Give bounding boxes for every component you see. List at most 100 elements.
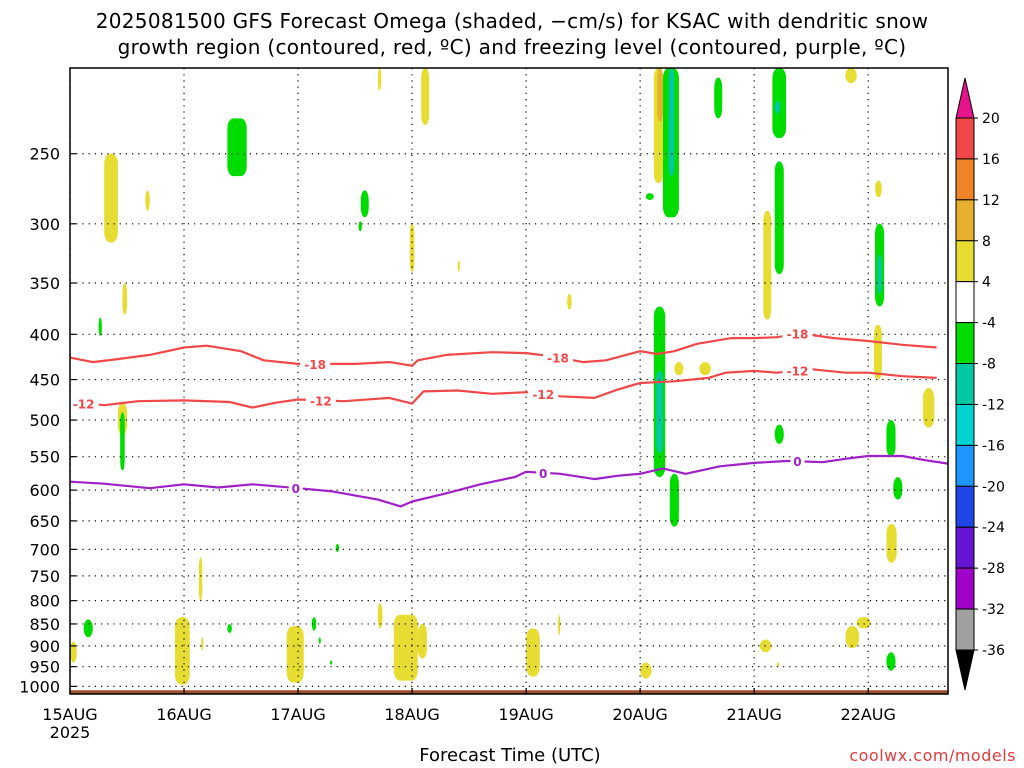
y-tick-label: 500 — [29, 411, 60, 430]
colorbar-band-7 — [955, 403, 975, 446]
colorbar: 20 16 12 8 4 -4 -8 -12 -16 -20 -24 -28 -32 -36 — [955, 77, 1005, 691]
contour-line-0 — [69, 332, 937, 367]
contour-label: -12 — [532, 388, 554, 402]
omega-shade-51 — [393, 614, 418, 681]
omega-shade-27 — [774, 161, 784, 275]
omega-shade-49 — [329, 660, 333, 665]
contour-label-bg — [782, 363, 813, 378]
y-tick-label: 950 — [29, 658, 60, 677]
y-tick-label: 850 — [29, 615, 60, 634]
omega-shade-53 — [526, 628, 540, 677]
colorbar-tick-label: 16 — [982, 152, 1000, 168]
title-line-2: growth region (contoured, red, ºC) and f… — [117, 35, 907, 59]
x-tick-label: 16AUG — [156, 705, 211, 724]
omega-shade-25 — [763, 210, 772, 320]
omega-shade-59 — [856, 617, 871, 629]
colorbar-band-2 — [955, 199, 975, 242]
colorbar-tick-label: -8 — [982, 357, 996, 373]
colorbar-band-8 — [955, 444, 975, 487]
omega-shade-29 — [774, 424, 784, 444]
y-tick-label: 400 — [29, 325, 60, 344]
omega-shade-9 — [377, 68, 382, 91]
omega-shade-34 — [886, 420, 896, 457]
y-axis: 250 300 350 400 450 500 550 600 650 700 750 800 850 9… — [19, 145, 76, 696]
omega-shade-33 — [873, 324, 882, 380]
omega-shade-18 — [668, 68, 675, 177]
omega-shade-28 — [774, 101, 781, 114]
omega-shade-42 — [70, 641, 77, 663]
colorbar-band-4 — [955, 281, 975, 324]
contour-label: -18 — [304, 358, 326, 372]
colorbar-band-3 — [955, 240, 975, 283]
omega-shade-52 — [417, 623, 427, 659]
colorbar-band-10 — [955, 526, 975, 569]
contour-label: -18 — [547, 351, 569, 365]
colorbar-tick-label: -20 — [982, 479, 1005, 495]
colorbar-band-6 — [955, 363, 975, 405]
y-tick-label: 750 — [29, 567, 60, 586]
omega-shade-50 — [377, 603, 383, 629]
x-tick-label: 19AUG — [498, 705, 553, 724]
omega-shade-15 — [657, 68, 663, 122]
omega-shade-22 — [674, 362, 684, 376]
colorbar-tick-label: -24 — [982, 520, 1005, 536]
colorbar-band-5 — [955, 322, 975, 365]
y-tick-label: 450 — [29, 371, 60, 390]
x-tick-label: 15AUG — [42, 705, 97, 724]
colorbar-tick-label: -36 — [982, 643, 1005, 659]
colorbar-tick-label: 4 — [982, 275, 991, 291]
colorbar-band-11 — [955, 567, 975, 610]
omega-shade-32 — [877, 254, 882, 294]
y-tick-label: 250 — [29, 145, 60, 164]
colorbar-tick-label: 20 — [982, 111, 1000, 127]
x-axis-title: Forecast Time (UTC) — [419, 745, 601, 766]
plot-border — [69, 67, 949, 695]
contour-label: -12 — [787, 365, 809, 379]
colorbar-tick-label: -32 — [982, 602, 1005, 618]
omega-shade-45 — [227, 623, 232, 633]
contour-label-bg — [288, 480, 303, 495]
colorbar-tick-label: -16 — [982, 438, 1005, 454]
contour-label: 0 — [793, 455, 801, 469]
contour-label-bg — [782, 326, 813, 341]
y-tick-label: 800 — [29, 592, 60, 611]
y-tick-label: 650 — [29, 512, 60, 531]
terrain-layer — [70, 690, 948, 694]
omega-shade-35 — [893, 477, 903, 500]
omega-shade-40 — [198, 557, 203, 601]
omega-shade-36 — [886, 523, 897, 563]
colorbar-top-arrow — [955, 77, 975, 119]
omega-shade-24 — [714, 77, 723, 119]
x-tick-label: 17AUG — [270, 705, 325, 724]
title-line-1: 2025081500 GFS Forecast Omega (shaded, −… — [95, 9, 929, 33]
y-tick-label: 1000 — [19, 677, 60, 696]
omega-shade-21 — [669, 473, 679, 527]
x-tick-label: 22AUG — [840, 705, 895, 724]
contour-layer: -18 -18 -18 -12 -12 -12 -12 0 0 0 — [68, 326, 949, 508]
plot-frame — [69, 67, 949, 695]
grid-layer — [69, 68, 948, 694]
omega-shade-5 — [98, 317, 102, 337]
credit-link[interactable]: coolwx.com/models — [849, 746, 1016, 765]
omega-shade-43 — [174, 617, 190, 685]
contour-label: 0 — [539, 467, 547, 481]
omega-shade-20 — [656, 370, 663, 454]
omega-shade-58 — [845, 626, 860, 649]
omega-shade-47 — [311, 617, 317, 631]
omega-shade-48 — [318, 637, 321, 644]
omega-shade-2 — [122, 283, 128, 315]
contour-line-2 — [69, 454, 949, 508]
colorbar-tick-label: 8 — [982, 234, 991, 250]
colorbar-band-12 — [955, 608, 975, 651]
omega-shade-16 — [645, 193, 654, 201]
contour-label-bg — [536, 465, 551, 480]
contour-label-bg — [543, 350, 574, 365]
y-tick-label: 350 — [29, 274, 60, 293]
omega-shade-3 — [145, 190, 150, 211]
x-tick-label: 18AUG — [384, 705, 439, 724]
omega-shade-54 — [558, 614, 561, 636]
terrain-fill — [70, 690, 948, 694]
omega-shade-11 — [421, 68, 430, 126]
